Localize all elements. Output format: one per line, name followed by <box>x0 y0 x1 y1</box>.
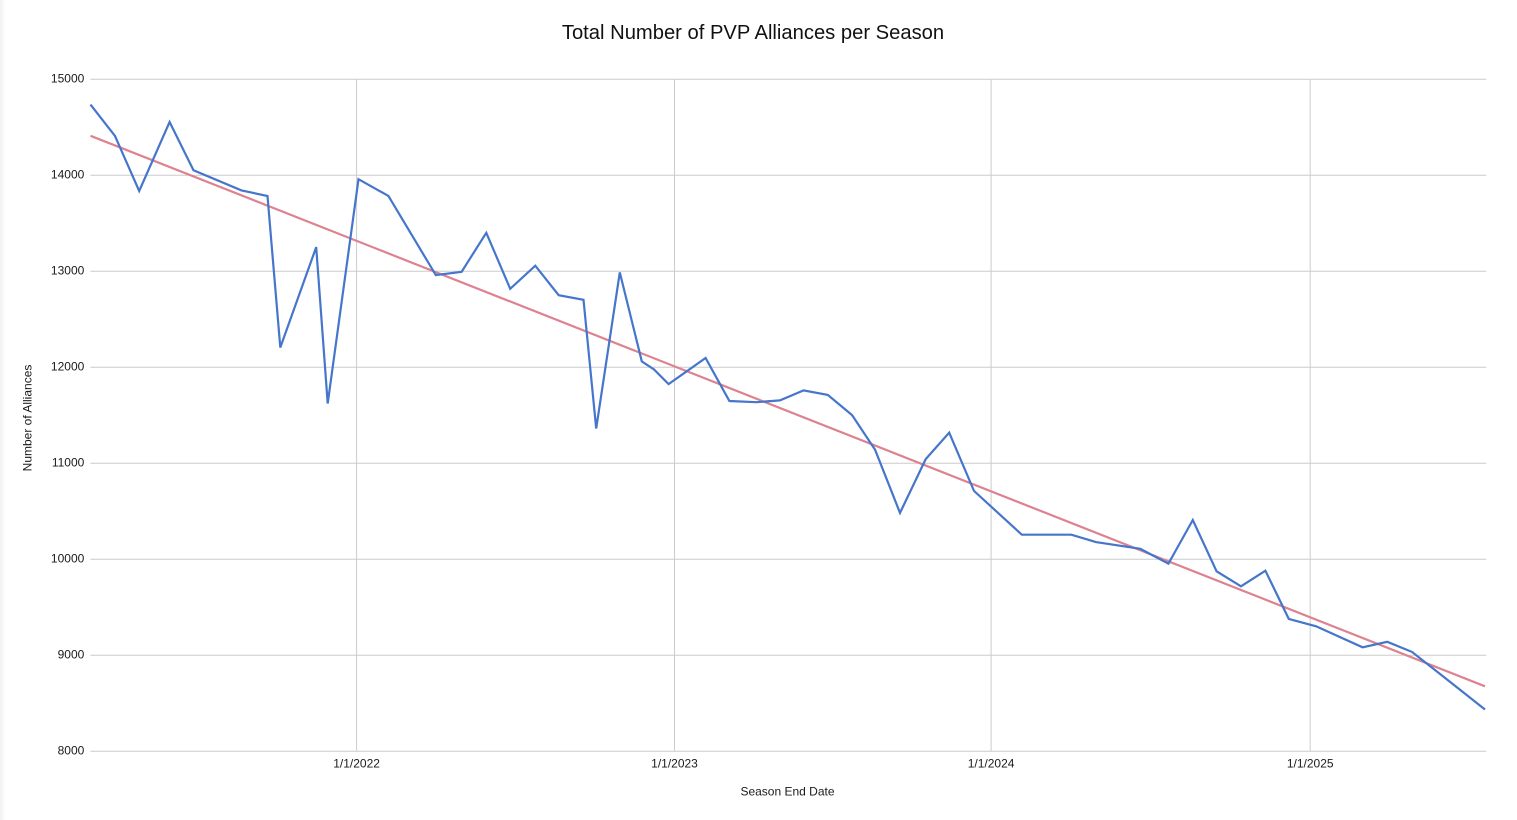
svg-text:1/1/2023: 1/1/2023 <box>651 756 698 770</box>
svg-text:14000: 14000 <box>51 168 85 182</box>
svg-text:13000: 13000 <box>51 264 85 278</box>
svg-text:Number of Alliances: Number of Alliances <box>20 365 34 472</box>
svg-text:10000: 10000 <box>51 552 85 566</box>
svg-text:Season End Date: Season End Date <box>740 785 834 799</box>
svg-text:1/1/2022: 1/1/2022 <box>333 756 380 770</box>
svg-text:1/1/2024: 1/1/2024 <box>968 756 1015 770</box>
svg-text:9000: 9000 <box>58 648 85 662</box>
svg-text:1/1/2025: 1/1/2025 <box>1287 756 1334 770</box>
svg-text:15000: 15000 <box>51 72 85 86</box>
svg-text:12000: 12000 <box>51 360 85 374</box>
svg-text:11000: 11000 <box>52 456 85 470</box>
svg-text:Total Number of PVP Alliances: Total Number of PVP Alliances per Season <box>562 22 944 44</box>
svg-text:8000: 8000 <box>58 744 85 758</box>
